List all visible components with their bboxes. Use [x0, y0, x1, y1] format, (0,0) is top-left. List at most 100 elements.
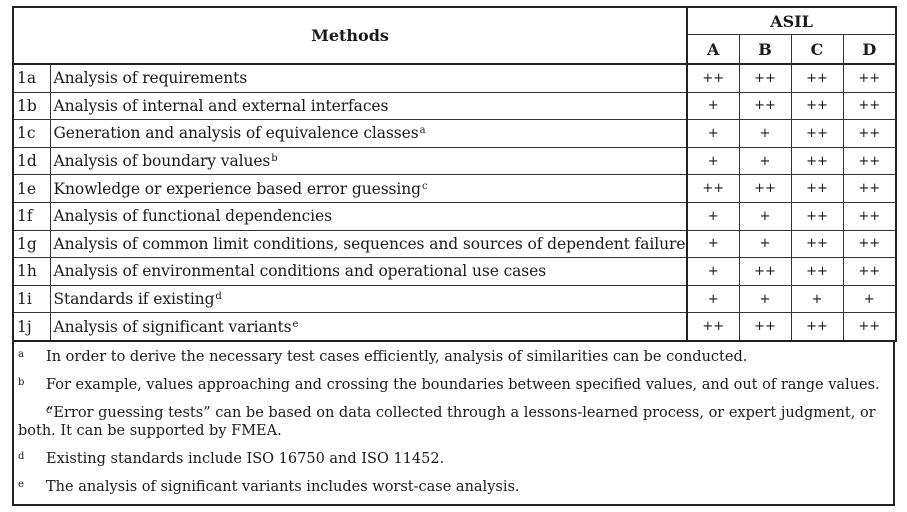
method-name-cell: Analysis of requirements	[49, 63, 688, 93]
asil-rating-b: ++	[738, 312, 792, 342]
asil-level-c: C	[790, 34, 844, 65]
asil-rating-c: +	[790, 284, 844, 314]
table-row: 1e Knowledge or experience based error gu…	[12, 174, 897, 203]
method-id: 1d	[12, 146, 51, 176]
footnote: c “Error guessing tests” can be based on …	[14, 399, 893, 445]
method-name: Analysis of common limit conditions, seq…	[53, 234, 687, 253]
method-id: 1g	[12, 229, 51, 259]
footnote-mark: b	[18, 376, 25, 388]
footnote: b For example, values approaching and cro…	[14, 371, 893, 399]
asil-level-b: B	[738, 34, 792, 65]
asil-rating-d: ++	[842, 229, 897, 259]
asil-rating-a: +	[686, 119, 740, 148]
method-name: Generation and analysis of equivalence c…	[53, 124, 419, 143]
asil-rating-b: ++	[738, 63, 792, 93]
footnote-ref: c	[421, 180, 428, 192]
asil-header: ASIL	[685, 6, 897, 35]
asil-rating-a: +	[686, 146, 740, 176]
asil-rating-c: ++	[790, 146, 844, 176]
method-id: 1f	[12, 201, 51, 231]
methods-table-body: 1a Analysis of requirements ++ ++ ++ ++ 1b Anal…	[12, 63, 897, 342]
table-row: 1g Analysis of common limit conditions, s…	[12, 229, 897, 259]
asil-rating-a: ++	[686, 312, 740, 342]
asil-rating-b: ++	[738, 257, 792, 286]
asil-rating-b: +	[738, 146, 792, 176]
methods-header: Methods	[12, 6, 688, 65]
footnote: e The analysis of significant variants in…	[14, 473, 893, 501]
asil-rating-b: +	[738, 229, 792, 259]
method-name-cell: Generation and analysis of equivalence c…	[49, 119, 688, 148]
method-name-cell: Analysis of boundary valuesb	[49, 146, 688, 176]
table-row: 1d Analysis of boundary valuesb + + ++ ++	[12, 146, 897, 176]
table-row: 1b Analysis of internal and external inte…	[12, 91, 897, 121]
footnote-mark: e	[18, 478, 24, 490]
footnote-ref: b	[271, 153, 278, 165]
method-name-cell: Analysis of environmental conditions and…	[49, 257, 688, 286]
method-id: 1i	[12, 284, 51, 314]
asil-level-d: D	[842, 34, 897, 65]
method-id: 1a	[12, 63, 51, 93]
asil-rating-b: +	[738, 119, 792, 148]
asil-rating-a: +	[686, 201, 740, 231]
method-name-cell: Analysis of functional dependencies	[49, 201, 688, 231]
asil-rating-b: ++	[738, 174, 792, 203]
asil-rating-c: ++	[790, 229, 844, 259]
footnote: a In order to derive the necessary test c…	[14, 343, 893, 371]
table-row: 1h Analysis of environmental conditions a…	[12, 257, 897, 286]
asil-rating-d: ++	[842, 146, 897, 176]
asil-rating-a: ++	[686, 63, 740, 93]
method-name: Standards if existing	[53, 290, 215, 309]
asil-rating-d: ++	[842, 312, 897, 342]
asil-rating-a: +	[686, 91, 740, 121]
footnote: d Existing standards include ISO 16750 an…	[14, 445, 893, 473]
asil-rating-c: ++	[790, 201, 844, 231]
method-name: Analysis of internal and external interf…	[53, 96, 389, 115]
asil-rating-a: ++	[686, 174, 740, 203]
asil-rating-b: ++	[738, 91, 792, 121]
asil-rating-c: ++	[790, 257, 844, 286]
method-name-cell: Analysis of common limit conditions, seq…	[49, 229, 688, 259]
table-row: 1j Analysis of significant variantse ++ ++ +…	[12, 312, 897, 342]
footnote-text: The analysis of significant variants inc…	[46, 478, 520, 495]
method-id: 1b	[12, 91, 51, 121]
table-row: 1i Standards if existingd + + + +	[12, 284, 897, 314]
asil-rating-c: ++	[790, 63, 844, 93]
footnotes: a In order to derive the necessary test c…	[12, 341, 895, 506]
asil-rating-c: ++	[790, 119, 844, 148]
asil-rating-b: +	[738, 284, 792, 314]
method-name: Analysis of environmental conditions and…	[53, 262, 547, 281]
footnote-text: “Error guessing tests” can be based on d…	[18, 404, 876, 439]
asil-rating-c: ++	[790, 91, 844, 121]
methods-table: Methods ASIL A B C D 1a Analysis of requi…	[12, 6, 898, 342]
method-name: Analysis of significant variants	[53, 317, 292, 336]
method-name-cell: Standards if existingd	[49, 284, 688, 314]
asil-rating-a: +	[686, 229, 740, 259]
footnote-text: For example, values approaching and cros…	[46, 376, 880, 393]
asil-level-a: A	[686, 34, 740, 65]
method-name: Analysis of functional dependencies	[53, 207, 333, 226]
table-row: 1c Generation and analysis of equivalence…	[12, 119, 897, 148]
footnote-ref: a	[419, 125, 426, 137]
method-name-cell: Knowledge or experience based error gues…	[49, 174, 688, 203]
asil-rating-b: +	[738, 201, 792, 231]
method-id: 1h	[12, 257, 51, 286]
asil-rating-d: +	[842, 284, 897, 314]
asil-rating-c: ++	[790, 312, 844, 342]
footnote-ref: d	[215, 291, 222, 303]
method-id: 1e	[12, 174, 51, 203]
asil-rating-c: ++	[790, 174, 844, 203]
table-row: 1a Analysis of requirements ++ ++ ++ ++	[12, 63, 897, 93]
footnote-mark: d	[18, 450, 25, 462]
methods-table-container: Methods ASIL A B C D 1a Analysis of requi…	[12, 6, 898, 506]
method-name-cell: Analysis of significant variantse	[49, 312, 688, 342]
method-id: 1c	[12, 119, 51, 148]
method-name: Analysis of requirements	[53, 69, 248, 88]
method-name: Analysis of boundary values	[53, 152, 271, 171]
method-name-cell: Analysis of internal and external interf…	[49, 91, 688, 121]
method-name: Knowledge or experience based error gues…	[53, 179, 422, 198]
footnote-mark: c	[46, 404, 52, 416]
asil-rating-a: +	[686, 284, 740, 314]
asil-rating-d: ++	[842, 63, 897, 93]
asil-rating-d: ++	[842, 201, 897, 231]
asil-rating-d: ++	[842, 257, 897, 286]
